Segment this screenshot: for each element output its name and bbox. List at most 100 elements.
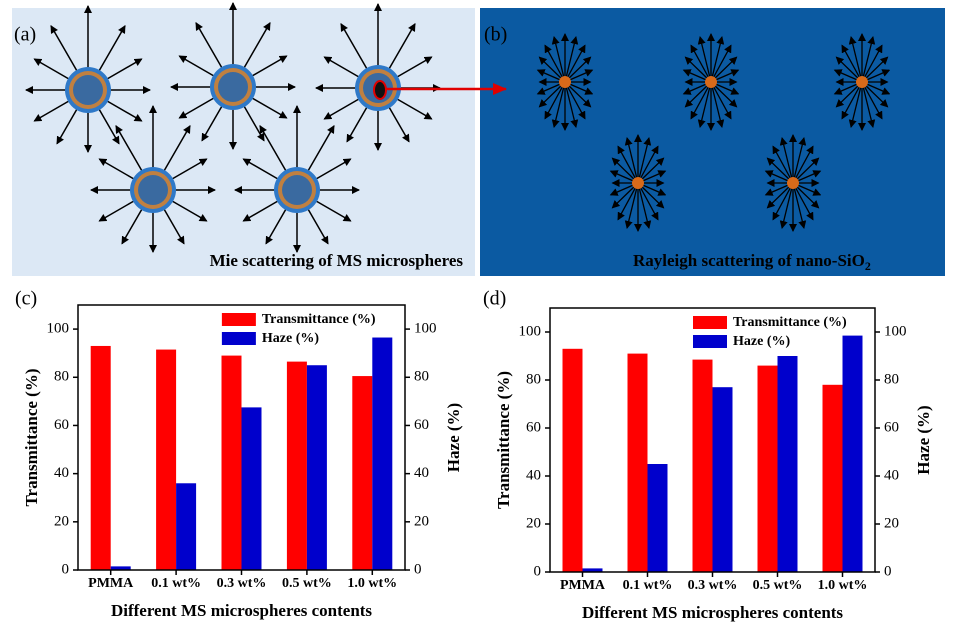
scatter-arrow (56, 108, 78, 145)
scatter-arrow (251, 97, 288, 119)
scatter-arrow (792, 137, 807, 184)
scatter-arrow (121, 208, 143, 245)
y2-tick-label: 0 (414, 561, 422, 577)
scatter-arrow (792, 182, 807, 229)
scatter-arrow (710, 44, 732, 83)
scatter-arrow (861, 81, 876, 128)
scatter-arrow (33, 100, 70, 122)
scatter-arrow (697, 36, 712, 83)
y-tick-label: 40 (54, 465, 69, 481)
scatter-arrow (861, 36, 876, 83)
x-axis-label: Different MS microspheres contents (111, 601, 372, 620)
scatter-arrow (259, 125, 287, 172)
bar (777, 356, 798, 572)
legend-swatch (221, 313, 256, 326)
y2-tick-label: 20 (414, 513, 429, 529)
scatter-arrow (690, 44, 712, 83)
scatter-arrow (624, 137, 639, 184)
panel-b-bg (480, 8, 945, 276)
scatter-arrow (98, 25, 126, 72)
scatter-arrow (50, 25, 78, 72)
scatter-arrow (544, 81, 566, 120)
scatter-arrow (779, 137, 794, 184)
legend-swatch (693, 316, 727, 329)
scatter-arrow (841, 44, 863, 83)
scatter-arrow (848, 36, 863, 83)
y-tick-label: 20 (54, 513, 69, 529)
scatter-arrow (564, 81, 579, 128)
y-tick-label: 60 (54, 417, 69, 433)
y-tick-label: 100 (47, 321, 70, 337)
scatter-arrow (396, 56, 433, 78)
y-axis-label: Transmittance (%) (22, 368, 41, 506)
scatter-arrow (33, 58, 70, 80)
bar (582, 568, 603, 572)
x-tick-label: 1.0 wt% (347, 576, 397, 591)
bar (156, 349, 177, 570)
bar (562, 348, 583, 572)
y-tick-label: 0 (62, 561, 70, 577)
nanoparticle (559, 76, 571, 88)
scatter-arrow (388, 106, 410, 143)
y2-tick-label: 80 (414, 369, 429, 385)
bar (286, 361, 307, 570)
scatter-arrow (564, 81, 586, 120)
scatter-arrow (242, 158, 279, 180)
scatter-arrow (396, 98, 433, 120)
scatter-arrow (315, 200, 352, 222)
scatter-arrow (163, 125, 191, 172)
scatter-arrow (772, 145, 794, 184)
caption: Rayleigh scattering of nano-SiO2 (633, 251, 871, 273)
scatter-arrow (637, 137, 652, 184)
scatter-arrow (792, 182, 814, 221)
bar (822, 384, 843, 572)
scatter-arrow (772, 182, 794, 221)
scatter-arrow (841, 81, 863, 120)
panel-label: (c) (15, 288, 37, 310)
bar (352, 376, 373, 570)
y-axis-label: Transmittance (%) (494, 371, 513, 509)
microsphere-core (282, 175, 312, 205)
scatter-arrow (779, 182, 794, 229)
highlight (373, 80, 387, 100)
scatter-arrow (710, 36, 725, 83)
x-axis-label: Different MS microspheres contents (582, 603, 843, 622)
bar (221, 355, 242, 570)
scatter-arrow (106, 100, 143, 122)
scatter-arrow (624, 182, 639, 229)
bar (176, 483, 197, 570)
y-tick-label: 40 (526, 467, 541, 483)
scatter-arrow (697, 81, 712, 128)
scatter-arrow (564, 36, 579, 83)
scatter-arrow (861, 81, 883, 120)
y2-tick-label: 100 (414, 321, 437, 337)
bar (647, 464, 668, 572)
nanoparticle (705, 76, 717, 88)
scatter-arrow (307, 208, 329, 245)
legend-label: Haze (%) (262, 331, 319, 346)
y2-tick-label: 100 (884, 323, 907, 339)
x-tick-label: 0.3 wt% (217, 576, 267, 591)
bar (306, 365, 327, 570)
panel-a-bg (12, 8, 475, 276)
scatter-arrow (617, 182, 639, 221)
x-tick-label: 0.1 wt% (623, 578, 673, 593)
y-tick-label: 80 (54, 369, 69, 385)
scatter-arrow (178, 55, 215, 77)
y2-tick-label: 40 (884, 467, 899, 483)
scatter-arrow (637, 182, 652, 229)
x-tick-label: PMMA (88, 576, 134, 591)
diagram (25, 2, 891, 253)
y2-tick-label: 60 (884, 419, 899, 435)
y-tick-label: 20 (526, 515, 541, 531)
scatter-arrow (544, 44, 566, 83)
bar (712, 387, 733, 572)
bar (757, 365, 778, 572)
bar (372, 337, 393, 570)
caption-text: Rayleigh scattering of nano-SiO (633, 251, 865, 270)
scatter-arrow (690, 81, 712, 120)
scatter-arrow (848, 81, 863, 128)
y2-axis-label: Haze (%) (444, 403, 463, 472)
scatter-arrow (346, 106, 368, 143)
